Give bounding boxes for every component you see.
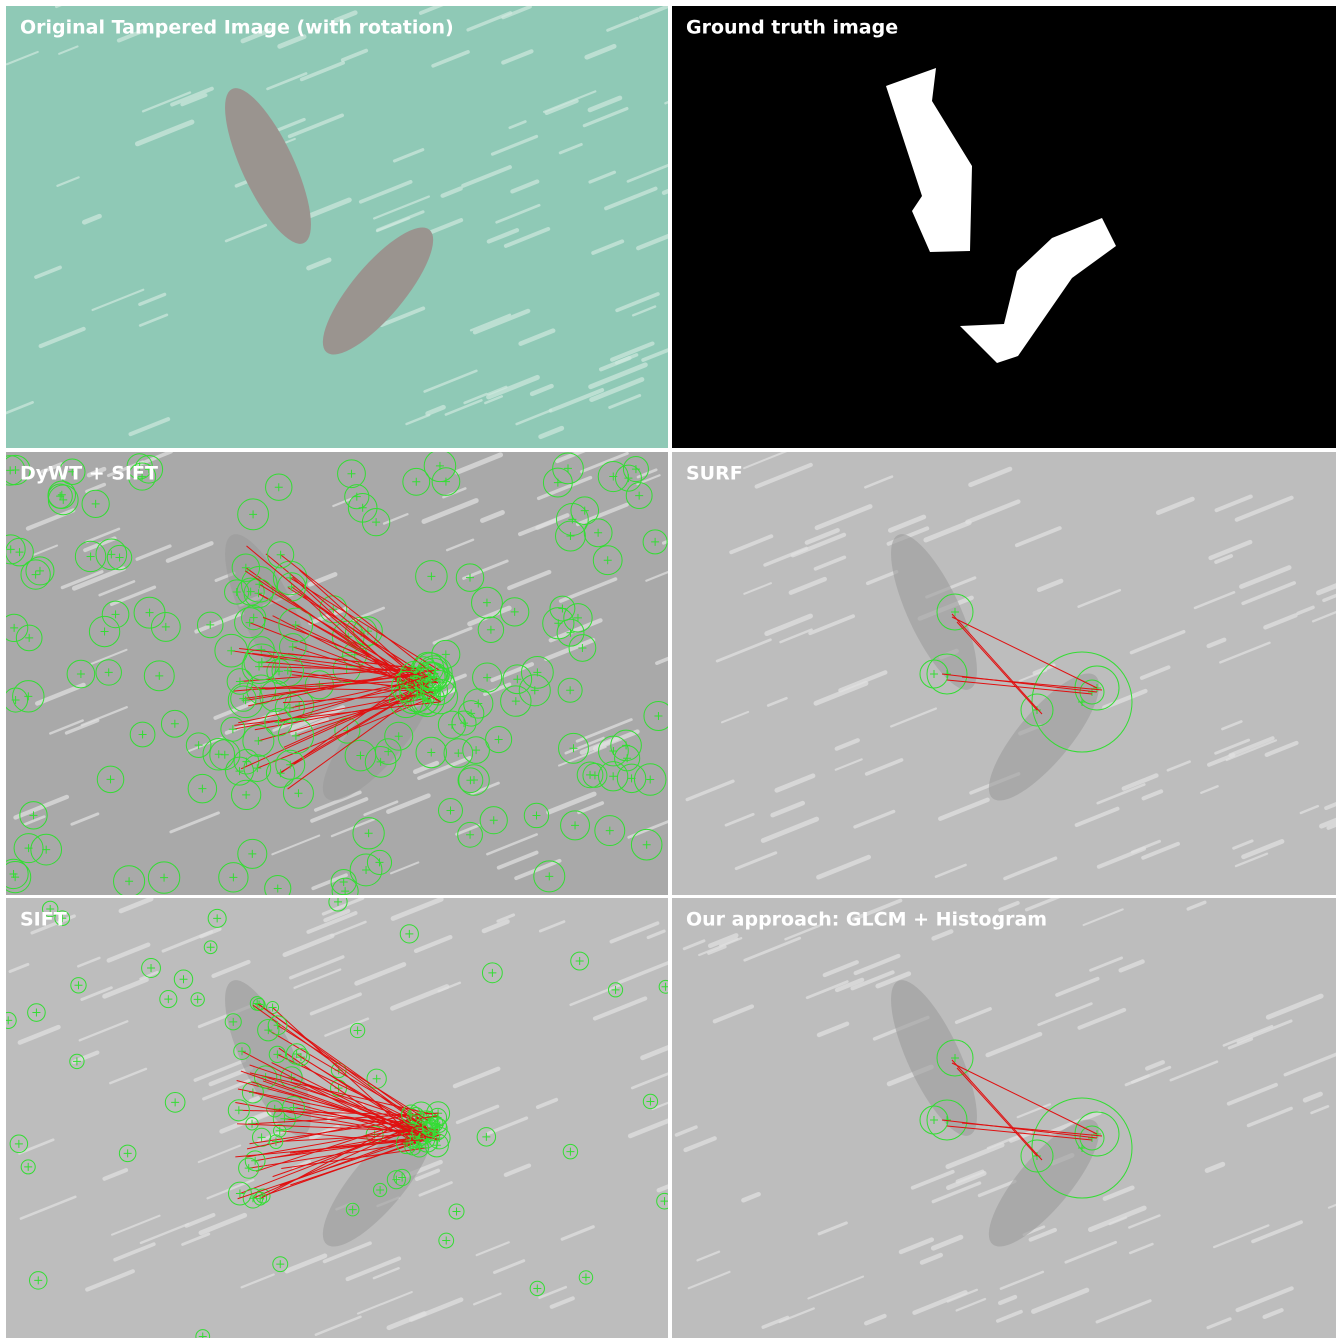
panel-title: SURF bbox=[686, 463, 743, 485]
panel bbox=[672, 895, 1340, 1338]
panel-bg bbox=[6, 6, 668, 448]
panel-title: Our approach: GLCM + Histogram bbox=[686, 909, 1047, 931]
figure: Original Tampered Image (with rotation) G… bbox=[0, 0, 1340, 1340]
panel-title: Ground truth image bbox=[686, 17, 898, 39]
panel-title: DyWT + SIFT bbox=[20, 463, 158, 485]
panel bbox=[672, 6, 1336, 448]
panel-title: Original Tampered Image (with rotation) bbox=[20, 17, 454, 39]
panel bbox=[672, 448, 1340, 895]
panel-bg bbox=[6, 452, 668, 895]
panel bbox=[6, 0, 706, 448]
panel-title: SIFT bbox=[20, 909, 67, 931]
panel bbox=[0, 440, 704, 904]
panel-bg bbox=[672, 6, 1336, 448]
panel bbox=[0, 893, 698, 1340]
